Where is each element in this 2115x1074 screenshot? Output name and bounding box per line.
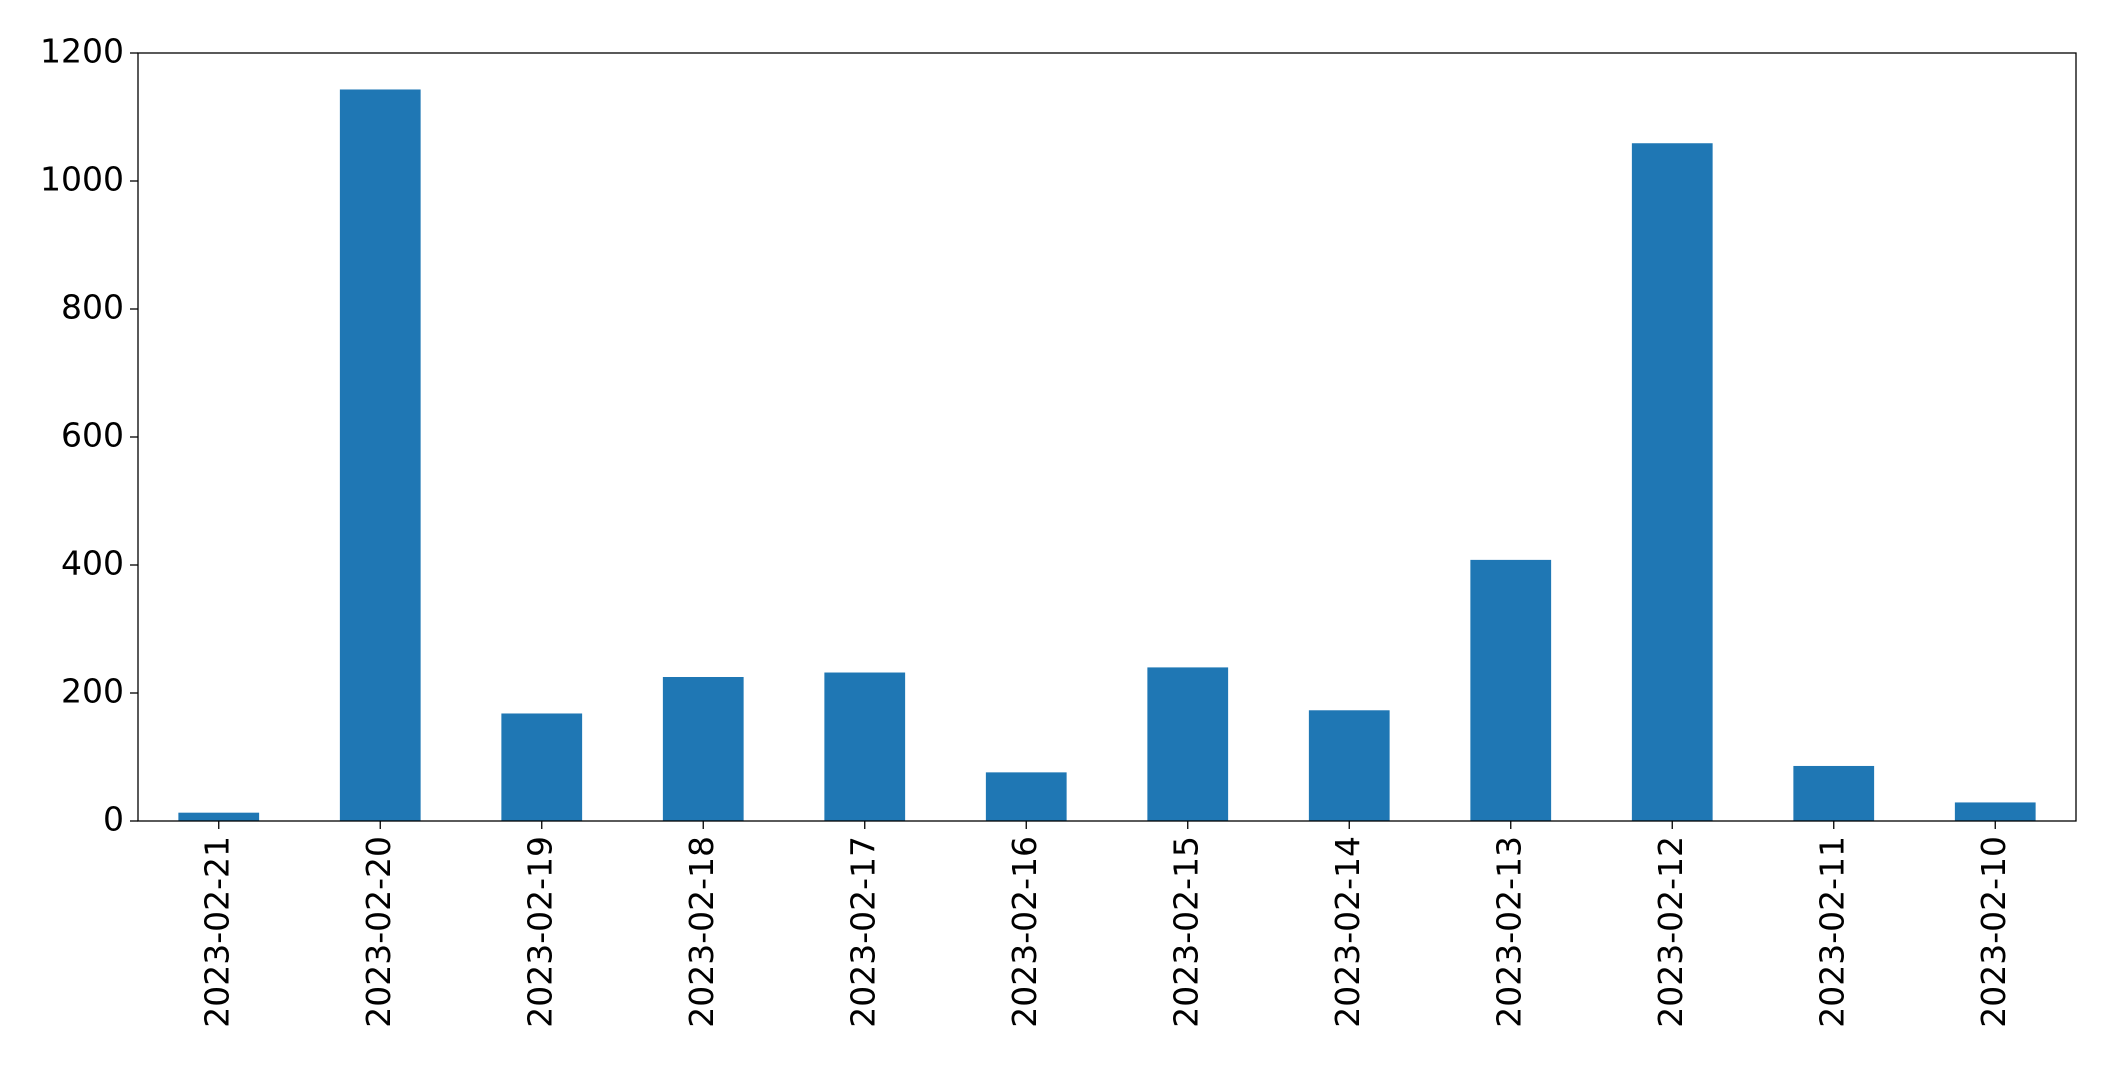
x-tick-label: 2023-02-20 — [359, 836, 398, 1028]
x-tick-label: 2023-02-10 — [1974, 836, 2013, 1028]
y-tick-label: 200 — [61, 672, 124, 711]
bar — [1793, 765, 1875, 821]
x-tick-label: 2023-02-17 — [843, 836, 882, 1028]
x-tick-label: 2023-02-15 — [1166, 836, 1205, 1028]
x-tick-label: 2023-02-19 — [520, 836, 559, 1028]
bar — [1308, 710, 1390, 821]
y-tick-label: 800 — [61, 288, 124, 327]
x-tick-label: 2023-02-21 — [197, 836, 236, 1028]
x-tick-label: 2023-02-12 — [1651, 836, 1690, 1028]
plot-frame — [137, 52, 2077, 822]
x-tick-label: 2023-02-18 — [682, 836, 721, 1028]
bar — [824, 672, 906, 821]
y-tick-label: 600 — [61, 416, 124, 455]
x-tick-label: 2023-02-11 — [1812, 836, 1851, 1028]
bar — [985, 772, 1067, 821]
y-tick-label: 1000 — [40, 160, 124, 199]
bar — [1954, 802, 2036, 821]
bar — [501, 713, 583, 821]
x-tick-label: 2023-02-14 — [1328, 836, 1367, 1028]
x-tick-label: 2023-02-13 — [1489, 836, 1528, 1028]
bar — [1147, 667, 1229, 821]
bar — [178, 812, 260, 821]
bar — [1631, 143, 1713, 822]
x-tick-label: 2023-02-16 — [1005, 836, 1044, 1028]
y-tick-label: 1200 — [40, 32, 124, 71]
y-tick-label: 0 — [103, 800, 124, 839]
y-tick-label: 400 — [61, 544, 124, 583]
bar — [662, 677, 744, 821]
bar — [339, 89, 421, 822]
bar — [1470, 559, 1552, 821]
